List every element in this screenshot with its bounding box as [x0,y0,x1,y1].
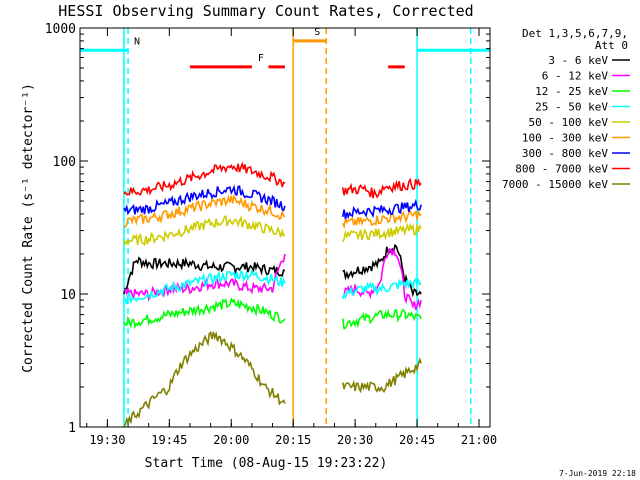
series-8-segment-1 [341,356,422,394]
x-tick-label-2: 20:00 [213,433,249,447]
x-tick-label-1: 19:45 [151,433,187,447]
plot-area: N F S [79,27,491,428]
footer-date: 7-Jun-2019 22:18 [559,469,636,478]
chart-title: HESSI Observing Summary Count Rates, Cor… [58,2,473,20]
y-tick-label-0: 1 [68,421,76,436]
legend-label-5: 100 - 300 keV [522,132,608,145]
x-axis: 19:30 19:45 20:00 20:15 20:30 20:45 21:00 [86,28,497,447]
series-8-segment-0 [123,330,286,428]
legend-label-3: 25 - 50 keV [535,101,608,114]
x-tick-label-6: 21:00 [461,433,497,447]
series-6-segment-1 [341,198,422,220]
series-2-segment-1 [341,308,422,330]
series-0-segment-0 [123,256,286,295]
series-5-segment-1 [341,208,422,230]
series-3-segment-1 [341,277,422,300]
series-6-segment-0 [123,184,286,216]
y-axis-label: Corrected Count Rate (s⁻¹ detector⁻¹) [21,83,36,373]
series-7-segment-0 [123,161,286,196]
y-tick-label-2: 100 [53,155,76,170]
legend-header-1: Att 0 [595,39,628,52]
legend-label-1: 6 - 12 keV [542,70,609,83]
legend-label-2: 12 - 25 keV [535,85,608,98]
x-axis-label: Start Time (08-Aug-15 19:23:22) [145,456,388,471]
flag-f-label: F [258,53,264,64]
series-5-segment-0 [123,194,286,228]
legend-label-7: 800 - 7000 keV [515,163,608,176]
legend-label-4: 50 - 100 keV [529,116,609,129]
y-axis: 1 10 100 1000 [45,22,490,436]
flag-s-label: S [314,27,320,38]
legend-label-6: 300 - 800 keV [522,147,608,160]
plot-frame [79,27,491,428]
x-tick-label-5: 20:45 [399,433,435,447]
series-2-segment-0 [123,297,286,330]
x-tick-label-4: 20:30 [337,433,373,447]
legend-label-0: 3 - 6 keV [548,54,608,67]
series-4-segment-1 [341,222,422,243]
legend-header-0: Det 1,3,5,6,7,9, [522,27,628,40]
series-7-segment-1 [341,177,422,199]
y-tick-label-3: 1000 [45,22,76,37]
series-3-segment-0 [123,267,286,305]
series-4-segment-0 [123,214,286,247]
y-tick-label-1: 10 [60,288,76,303]
x-tick-label-0: 19:30 [89,433,125,447]
flag-n-label: N [134,36,140,47]
x-tick-label-3: 20:15 [275,433,311,447]
legend-label-8: 7000 - 15000 keV [502,178,608,191]
series-1-segment-1 [341,247,422,311]
legend: Det 1,3,5,6,7,9,Att 0 3 - 6 keV 6 - 12 keV… [502,27,630,191]
